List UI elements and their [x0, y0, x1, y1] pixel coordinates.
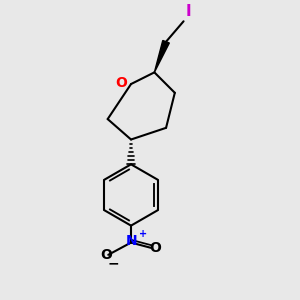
Text: I: I: [186, 4, 191, 19]
Polygon shape: [154, 40, 169, 72]
Text: O: O: [100, 248, 112, 262]
Text: O: O: [115, 76, 127, 90]
Text: O: O: [150, 241, 161, 254]
Text: +: +: [139, 230, 147, 239]
Text: N: N: [126, 234, 137, 248]
Text: −: −: [108, 256, 119, 271]
